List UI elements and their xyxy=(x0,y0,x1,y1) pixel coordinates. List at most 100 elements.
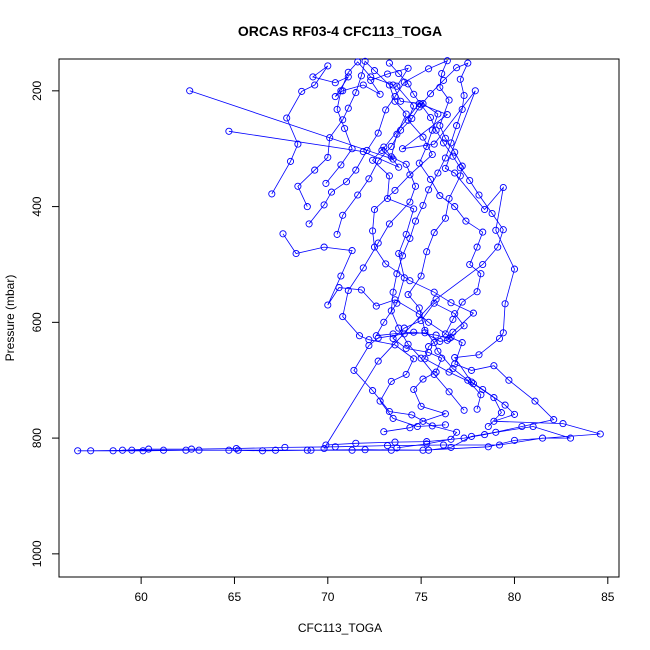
data-point xyxy=(305,220,313,228)
data-point xyxy=(479,228,487,236)
data-point xyxy=(458,105,466,113)
data-point xyxy=(419,417,427,425)
data-point xyxy=(232,444,240,453)
data-point xyxy=(369,387,377,395)
data-point xyxy=(339,87,347,95)
data-point xyxy=(402,230,410,238)
data-point xyxy=(402,160,410,168)
y-axis: 200 400 600 800 1000 xyxy=(30,81,59,567)
data-point xyxy=(596,430,604,438)
data-point xyxy=(411,217,420,225)
data-point xyxy=(481,205,489,214)
data-point xyxy=(441,154,449,162)
series-1 xyxy=(74,87,604,455)
data-point xyxy=(393,270,401,278)
data-point xyxy=(477,391,485,399)
data-point xyxy=(453,428,461,436)
data-point xyxy=(447,333,455,341)
data-point xyxy=(415,159,423,167)
data-point xyxy=(494,243,502,251)
data-point xyxy=(462,217,470,225)
data-point xyxy=(389,288,397,296)
data-point xyxy=(408,411,416,419)
data-point xyxy=(481,431,489,439)
data-point xyxy=(413,422,421,431)
data-point xyxy=(417,402,425,410)
data-point xyxy=(492,428,500,436)
data-point xyxy=(453,122,461,130)
data-point xyxy=(473,243,481,251)
data-point xyxy=(322,179,330,187)
data-point xyxy=(359,81,367,89)
data-point xyxy=(423,142,431,150)
data-point xyxy=(447,299,455,307)
series-5 xyxy=(294,57,449,431)
data-point xyxy=(441,410,449,418)
data-point xyxy=(432,331,440,339)
data-point xyxy=(499,226,507,234)
data-point xyxy=(415,304,423,312)
data-point xyxy=(449,152,457,160)
data-point xyxy=(294,182,302,190)
data-point xyxy=(510,436,519,444)
series-line xyxy=(325,61,502,427)
data-point xyxy=(333,105,341,113)
data-point xyxy=(402,344,410,352)
data-point xyxy=(436,122,444,130)
data-point xyxy=(456,75,464,83)
data-point xyxy=(286,157,295,165)
data-point xyxy=(432,126,440,134)
x-tick-label: 65 xyxy=(228,590,242,604)
data-point xyxy=(439,139,448,147)
data-point xyxy=(410,385,418,394)
data-point xyxy=(182,446,190,454)
data-point xyxy=(372,302,380,310)
data-point xyxy=(389,414,397,422)
data-point xyxy=(389,330,397,338)
data-point xyxy=(426,90,435,98)
data-point xyxy=(445,334,453,343)
data-point xyxy=(430,229,438,237)
data-point xyxy=(453,64,461,72)
data-point xyxy=(467,378,476,386)
data-point xyxy=(391,186,399,194)
data-point xyxy=(271,446,280,454)
data-point xyxy=(359,264,367,272)
data-point xyxy=(402,370,410,378)
data-point xyxy=(490,417,498,425)
data-point xyxy=(374,334,382,342)
data-point xyxy=(404,80,412,88)
data-point xyxy=(225,127,233,135)
data-point xyxy=(443,57,451,65)
data-point xyxy=(186,87,194,95)
data-point xyxy=(430,299,438,307)
data-point xyxy=(395,69,403,78)
data-point xyxy=(488,209,496,218)
data-point xyxy=(464,376,472,384)
data-point xyxy=(352,439,360,447)
data-point xyxy=(281,443,289,451)
data-point xyxy=(337,161,345,169)
data-point xyxy=(369,156,377,164)
data-point xyxy=(335,284,343,292)
data-point xyxy=(374,129,382,137)
data-point xyxy=(441,330,449,338)
plot-area xyxy=(74,57,604,455)
data-point xyxy=(128,446,136,454)
y-tick-label: 400 xyxy=(30,196,44,216)
data-point xyxy=(344,286,352,295)
data-point xyxy=(406,234,414,242)
data-point xyxy=(492,226,500,234)
data-point xyxy=(466,260,474,269)
data-point xyxy=(372,332,380,340)
data-point xyxy=(456,164,464,172)
data-point xyxy=(354,58,362,66)
data-point xyxy=(380,318,388,326)
data-point xyxy=(331,93,339,101)
data-point xyxy=(423,248,431,256)
series-4 xyxy=(279,230,558,449)
data-point xyxy=(118,446,127,454)
data-point xyxy=(449,315,457,323)
data-point xyxy=(411,182,420,190)
